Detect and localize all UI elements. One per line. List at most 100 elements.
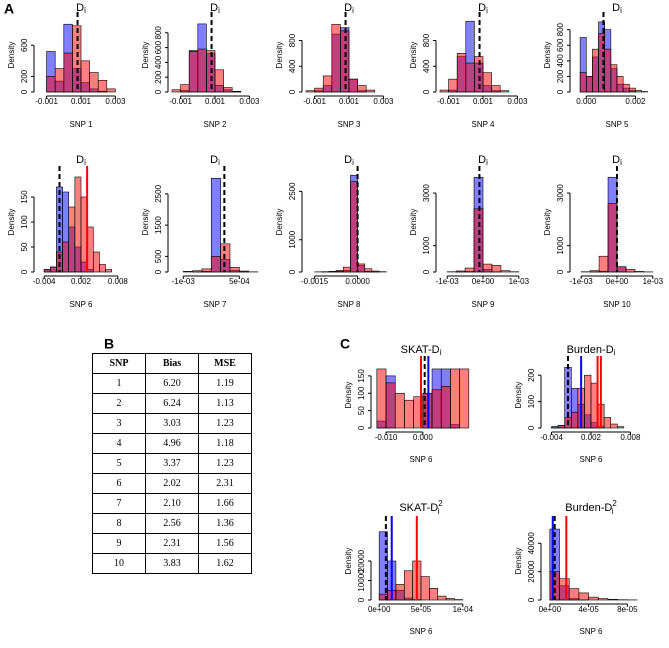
- table-cell: 7: [92, 493, 146, 514]
- title-subscript: i: [84, 6, 86, 15]
- y-tick-label: 400: [422, 59, 431, 73]
- table-cell: 1: [92, 373, 146, 394]
- table-cell: 8: [92, 513, 146, 534]
- x-tick-label: 0.000: [576, 97, 597, 106]
- x-tick-label: 0.001: [473, 97, 494, 106]
- table-cell: 1.13: [198, 393, 252, 414]
- title-subscript: i: [84, 158, 86, 167]
- panel-label: B: [104, 336, 114, 352]
- bar: [43, 269, 51, 273]
- bar: [585, 76, 593, 93]
- y-tick-label: 10000: [357, 569, 366, 592]
- table-cell: 5: [92, 453, 146, 474]
- x-tick-label: 5e-05: [411, 605, 432, 614]
- bar: [440, 386, 451, 429]
- y-tick-label: 50: [20, 242, 29, 251]
- title-superscript: 2: [612, 499, 617, 508]
- bar: [182, 271, 193, 273]
- chart-title: SKAT-Di: [401, 344, 442, 357]
- y-tick-label: 800: [556, 22, 565, 36]
- y-tick-label: 400: [556, 54, 565, 68]
- bar: [46, 76, 56, 93]
- panel-label: C: [340, 336, 350, 352]
- title-text: D: [210, 2, 218, 14]
- table-cell: 1.23: [198, 453, 252, 474]
- bar: [223, 87, 233, 93]
- chart-title: Di: [210, 154, 220, 167]
- y-axis-label: Density: [141, 209, 150, 236]
- x-tick-label: -0.0015: [301, 277, 329, 286]
- bar: [106, 88, 116, 93]
- chart-title: Di: [344, 2, 354, 15]
- x-tick-label: -0.001: [303, 97, 326, 106]
- bar: [342, 266, 351, 273]
- table-cell: 1.18: [198, 433, 252, 454]
- y-tick-label: 100: [357, 386, 366, 400]
- bar: [628, 87, 636, 93]
- title-subscript: i: [612, 507, 614, 516]
- bar: [105, 269, 113, 273]
- title-text: D: [76, 154, 84, 166]
- bar: [201, 268, 212, 273]
- table-row: 10 3.83 1.62: [92, 553, 252, 574]
- y-tick-label: 800: [422, 33, 431, 47]
- chart-title: Di: [478, 154, 488, 167]
- bar: [610, 423, 618, 429]
- x-tick-label: 0.0000: [345, 277, 370, 286]
- bar: [92, 251, 100, 273]
- y-tick-label: 200: [20, 69, 29, 83]
- chart-title: Di: [210, 2, 220, 15]
- table-row: 4 4.96 1.18: [92, 433, 252, 454]
- x-axis-label: SNP 8: [338, 300, 362, 309]
- bar: [597, 598, 609, 601]
- table-cell: 2.31: [198, 473, 252, 494]
- y-tick-label: 40000: [527, 532, 536, 555]
- column-header: SNP: [92, 353, 146, 374]
- table-cell: 9: [92, 533, 146, 554]
- x-axis-label: SNP 2: [204, 120, 228, 129]
- y-axis-label: Density: [409, 42, 418, 69]
- bar: [616, 266, 627, 273]
- table-cell: 1.66: [198, 493, 252, 514]
- chart-title: Di: [612, 2, 622, 15]
- table-cell: 3.03: [145, 413, 199, 434]
- bar: [491, 265, 502, 273]
- bar: [62, 241, 70, 273]
- title-subscript: i: [352, 158, 354, 167]
- header-row: SNP Bias MSE: [92, 353, 252, 374]
- bar: [616, 76, 624, 93]
- bar: [364, 268, 373, 273]
- x-tick-label: -1e-03: [436, 277, 460, 286]
- x-axis-label: SNP 6: [70, 300, 94, 309]
- chart-title: Di: [76, 2, 86, 15]
- y-tick-label: 100: [527, 394, 536, 408]
- title-text: D: [210, 154, 218, 166]
- table-row: 5 3.37 1.23: [92, 453, 252, 474]
- y-tick-label: 50: [357, 406, 366, 415]
- title-subscript: i: [620, 158, 622, 167]
- bar: [357, 263, 366, 273]
- y-tick-label: 1000: [422, 236, 431, 254]
- table-cell: 2.56: [145, 513, 199, 534]
- y-tick-label: 0: [154, 269, 163, 274]
- bar: [171, 89, 181, 93]
- chart-title: Di: [344, 154, 354, 167]
- bar: [584, 374, 592, 429]
- y-tick-label: 800: [154, 26, 163, 40]
- x-tick-label: 0.001: [71, 97, 92, 106]
- title-subscript: i: [614, 348, 616, 357]
- bar: [429, 587, 439, 601]
- bar: [448, 78, 458, 93]
- table-cell: 2: [92, 393, 146, 414]
- bar: [357, 85, 367, 93]
- bar: [465, 62, 475, 93]
- x-tick-label: 0.002: [625, 97, 646, 106]
- bar: [49, 266, 57, 273]
- y-tick-label: 600: [20, 38, 29, 52]
- bar: [625, 269, 636, 273]
- x-axis-label: SNP 10: [603, 300, 631, 309]
- y-axis-label: Density: [409, 209, 418, 236]
- y-tick-label: 200: [154, 70, 163, 84]
- y-tick-label: 20000: [527, 560, 536, 583]
- y-tick-label: 0: [20, 89, 29, 94]
